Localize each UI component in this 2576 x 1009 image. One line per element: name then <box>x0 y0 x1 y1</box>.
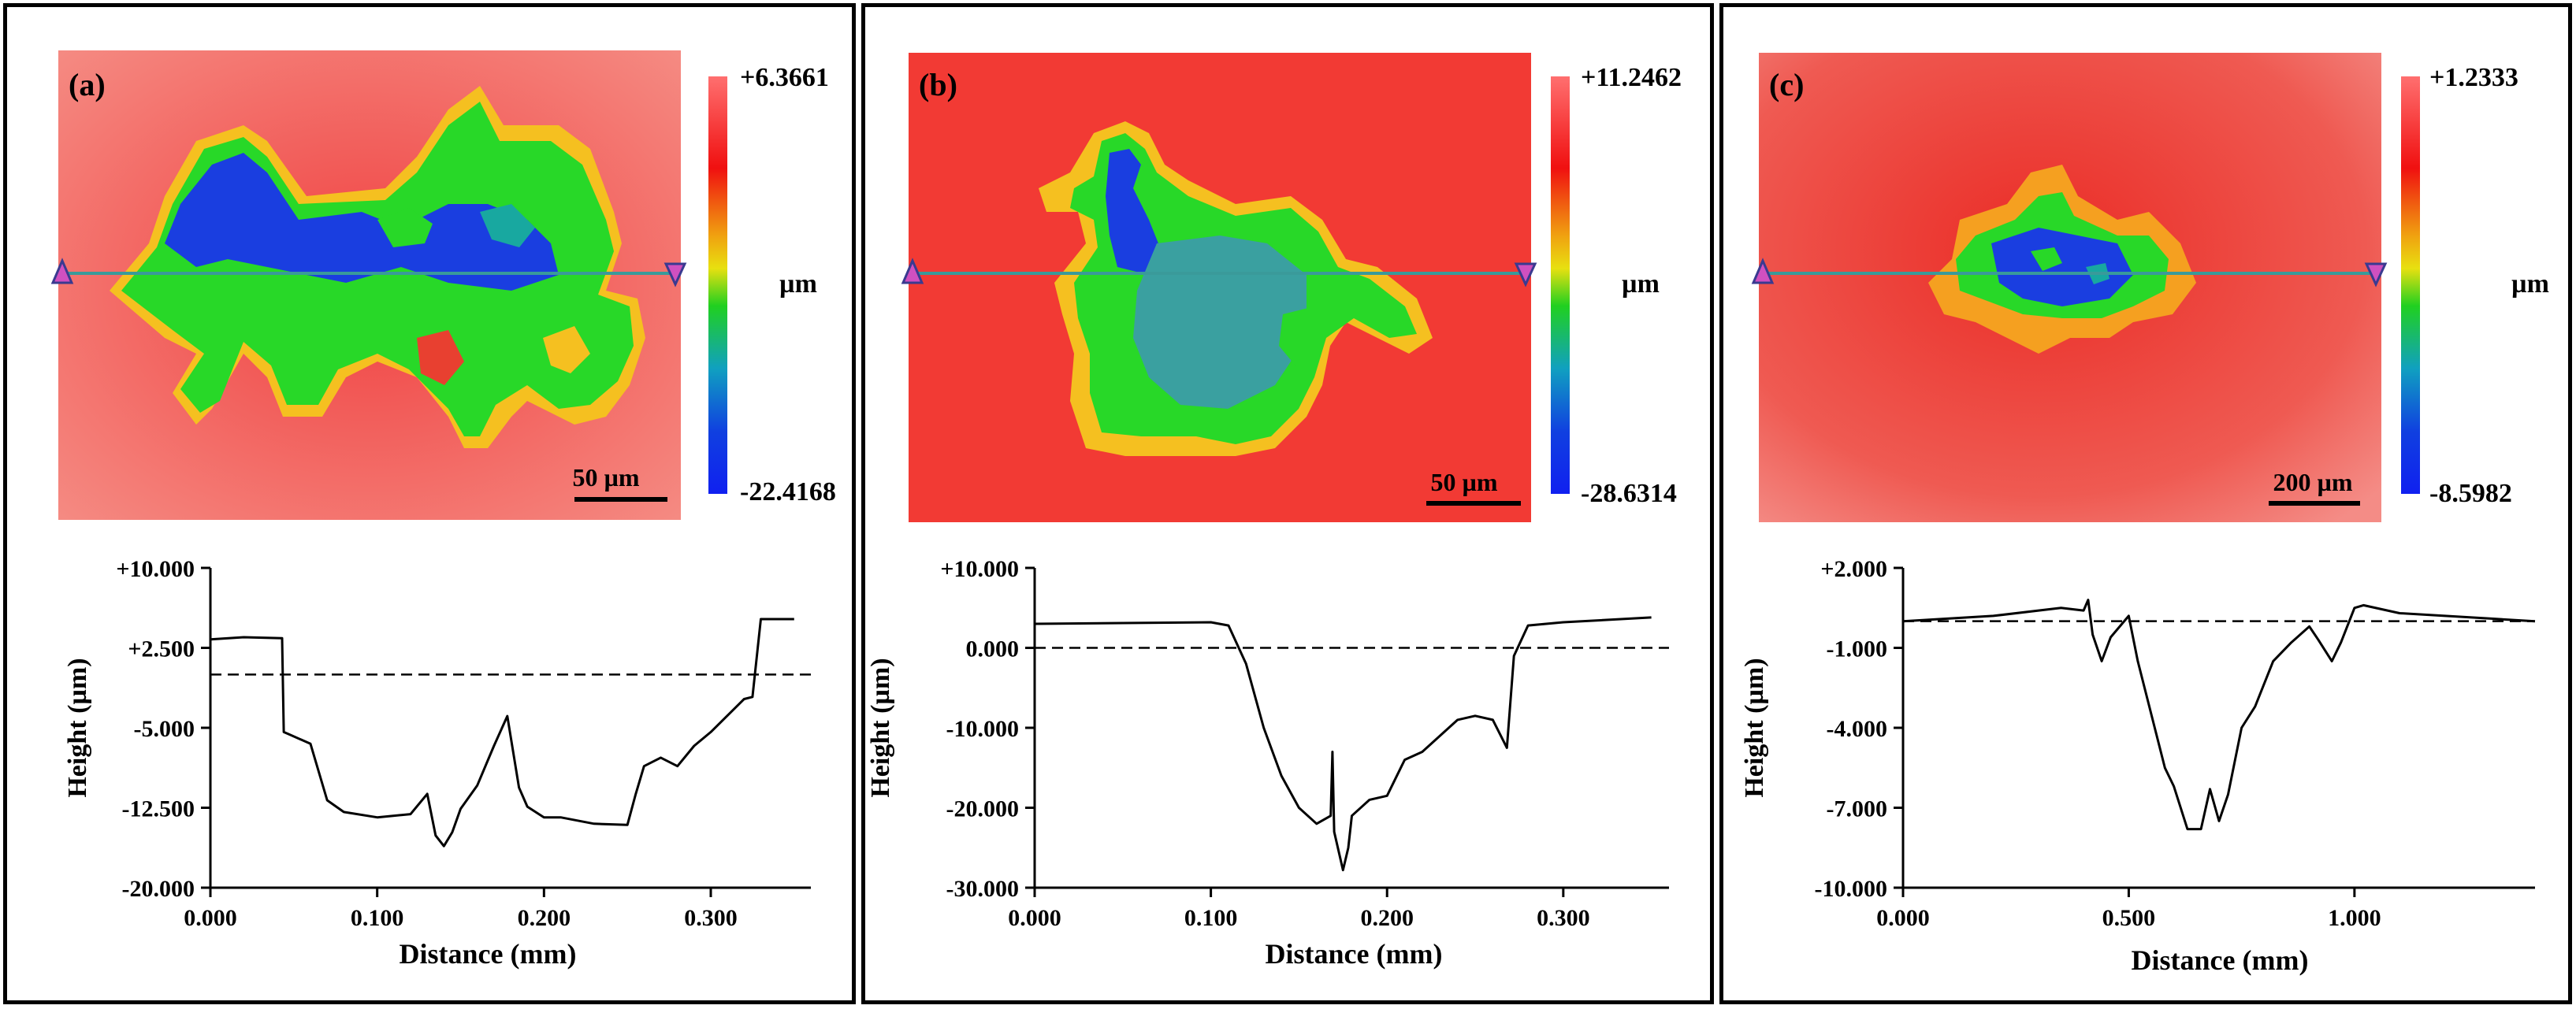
ylabel-a: Height (µm) <box>63 658 92 797</box>
panel-a-svg: (a) 50 µm +6.3661 µm -22.4168 +10.000 +2.… <box>50 50 836 970</box>
profile-line-a <box>210 618 794 848</box>
height-map-c <box>1759 53 2381 522</box>
x-tick-label-a-3: 0.300 <box>684 905 738 931</box>
section-start-marker-a[interactable] <box>50 258 74 284</box>
y-tick-label-b-3: -20.000 <box>946 796 1020 822</box>
height-map-a <box>58 50 681 520</box>
profile-chart-a: +10.000 +2.500 -5.000 -12.500 -20.000 0.000 0… <box>63 556 811 970</box>
colorbar-max-b: +11.2462 <box>1581 63 1682 92</box>
ylabel-c: Height (µm) <box>1740 658 1769 797</box>
xlabel-c: Distance (mm) <box>2132 944 2309 976</box>
profile-chart-b: +10.000 0.000 -10.000 -20.000 -30.000 0.000 0… <box>866 556 1669 970</box>
panel-b-svg: (b) 50 µm +11.2462 µm -28.6314 +10.000 0.… <box>866 53 1682 970</box>
colorbar-max-a: +6.3661 <box>740 63 829 92</box>
y-tick-label-b-4: -30.000 <box>946 876 1020 902</box>
y-tick-label-c-0: +2.000 <box>1820 556 1887 582</box>
y-tick-label-b-0: +10.000 <box>940 556 1019 582</box>
y-tick-label-a-1: +2.500 <box>128 636 195 662</box>
scale-bar-b <box>1426 501 1521 506</box>
scale-bar-label-c: 200 µm <box>2273 468 2352 496</box>
scale-bar-c <box>2269 501 2360 506</box>
colorbar-min-c: -8.5982 <box>2429 479 2512 508</box>
colorbar-a <box>708 76 727 494</box>
colorbar-c <box>2401 76 2420 494</box>
section-start-marker-c[interactable] <box>1751 258 1775 284</box>
y-tick-label-c-3: -7.000 <box>1827 796 1888 822</box>
panel-label-a: (a) <box>69 67 106 102</box>
section-end-marker-c[interactable] <box>2364 262 2388 287</box>
x-tick-label-b-2: 0.200 <box>1360 905 1414 931</box>
colorbar-unit-b: µm <box>1622 269 1660 299</box>
scale-bar-label-b: 50 µm <box>1430 468 1497 496</box>
xlabel-b: Distance (mm) <box>1266 938 1443 970</box>
x-tick-label-b-3: 0.300 <box>1537 905 1590 931</box>
scale-bar-a <box>574 497 667 502</box>
y-tick-label-a-4: -20.000 <box>122 876 195 902</box>
y-tick-label-c-4: -10.000 <box>1815 876 1888 902</box>
x-tick-label-c-2: 1.000 <box>2328 905 2381 931</box>
section-start-marker-b[interactable] <box>901 258 924 284</box>
section-end-marker-b[interactable] <box>1514 262 1537 287</box>
y-tick-label-a-3: -12.500 <box>122 796 195 822</box>
y-tick-label-a-2: -5.000 <box>134 716 195 742</box>
colorbar-min-a: -22.4168 <box>740 477 836 506</box>
colorbar-max-c: +1.2333 <box>2429 63 2518 92</box>
section-end-marker-a[interactable] <box>664 262 687 287</box>
x-tick-label-b-0: 0.000 <box>1008 905 1061 931</box>
panel-label-c: (c) <box>1769 67 1804 102</box>
colorbar-b <box>1551 76 1570 494</box>
ylabel-b: Height (µm) <box>866 658 895 797</box>
colorbar-unit-a: µm <box>779 269 817 299</box>
x-tick-label-a-2: 0.200 <box>518 905 571 931</box>
x-tick-label-a-0: 0.000 <box>184 905 237 931</box>
panel-a: (a) 50 µm +6.3661 µm -22.4168 +10.000 +2.… <box>3 3 856 1004</box>
x-tick-label-a-1: 0.100 <box>351 905 404 931</box>
panel-c-svg: (c) 200 µm +1.2333 µm -8.5982 +2.000 -1.0… <box>1740 53 2549 976</box>
colorbar-min-b: -28.6314 <box>1581 479 1677 508</box>
scale-bar-label-a: 50 µm <box>572 463 639 492</box>
x-tick-label-c-0: 0.000 <box>1876 905 1930 931</box>
y-tick-label-c-1: -1.000 <box>1827 636 1888 662</box>
height-map-b <box>909 53 1531 522</box>
panel-label-b: (b) <box>919 67 957 102</box>
panel-c: (c) 200 µm +1.2333 µm -8.5982 +2.000 -1.0… <box>1719 3 2572 1004</box>
x-tick-label-c-1: 0.500 <box>2102 905 2156 931</box>
xlabel-a: Distance (mm) <box>400 938 577 970</box>
y-tick-label-c-2: -4.000 <box>1827 716 1888 742</box>
profile-chart-c: +2.000 -1.000 -4.000 -7.000 -10.000 0.000 0.5… <box>1740 556 2536 976</box>
profile-line-b <box>1034 616 1652 872</box>
colorbar-unit-c: µm <box>2511 269 2549 299</box>
y-tick-label-b-2: -10.000 <box>946 716 1020 742</box>
y-tick-label-a-0: +10.000 <box>116 556 195 582</box>
profile-line-c <box>1902 599 2536 831</box>
y-tick-label-b-1: 0.000 <box>966 636 1020 662</box>
panel-b: (b) 50 µm +11.2462 µm -28.6314 +10.000 0.… <box>861 3 1714 1004</box>
x-tick-label-b-1: 0.100 <box>1184 905 1238 931</box>
